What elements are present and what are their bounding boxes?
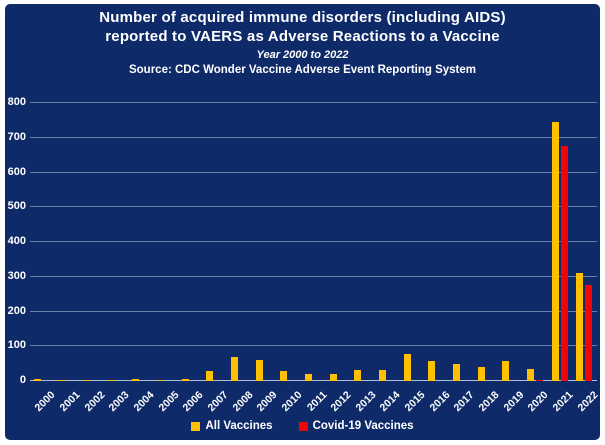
- y-tick-label-600: 600: [7, 165, 26, 178]
- bar-all-vaccines-2010: [280, 371, 288, 381]
- legend: All Vaccines Covid-19 Vaccines: [0, 420, 605, 432]
- bar-all-vaccines-2012: [329, 374, 337, 381]
- legend-item-covid-19-vaccines: Covid-19 Vaccines: [298, 420, 414, 432]
- bar-all-vaccines-2007: [206, 370, 214, 381]
- y-tick-label-300: 300: [7, 269, 26, 282]
- y-tick-label-700: 700: [7, 130, 26, 143]
- bar-all-vaccines-2011: [305, 373, 312, 381]
- gridline-100: [30, 345, 597, 347]
- bar-all-vaccines-2020: [526, 368, 534, 381]
- chart-title-line1: Number of acquired immune disorders (inc…: [99, 9, 506, 26]
- chart-title-line2: reported to VAERS as Adverse Reactions t…: [105, 28, 500, 45]
- gridline-700: [30, 136, 597, 138]
- y-tick-label-400: 400: [7, 235, 26, 247]
- chart-source: Source: CDC Wonder Vaccine Adverse Event…: [128, 64, 477, 76]
- gridline-0: [30, 380, 597, 381]
- bar-all-vaccines-2013: [354, 369, 362, 381]
- bar-all-vaccines-2021: [551, 122, 559, 381]
- gridline-800: [30, 102, 597, 103]
- bar-covid-19-vaccines-2021: [560, 146, 568, 381]
- bar-all-vaccines-2022: [576, 273, 584, 381]
- bar-all-vaccines-2018: [477, 367, 485, 381]
- gridline-400: [30, 241, 597, 242]
- gridline-500: [30, 206, 597, 208]
- legend-item-all-vaccines: All Vaccines: [191, 420, 273, 432]
- bar-all-vaccines-2000: [33, 378, 41, 381]
- legend-label: Covid-19 Vaccines: [312, 420, 414, 432]
- gridline-300: [30, 275, 597, 277]
- y-tick-label-100: 100: [7, 339, 26, 352]
- bar-all-vaccines-2015: [403, 353, 411, 381]
- bar-all-vaccines-2017: [452, 363, 460, 381]
- bar-covid-19-vaccines-2022: [585, 285, 593, 381]
- bar-all-vaccines-2006: [181, 378, 189, 381]
- bar-all-vaccines-2003: [107, 379, 115, 381]
- chart-subtitle: Year 2000 to 2022: [256, 49, 349, 61]
- chart-panel-background: [5, 4, 600, 440]
- bar-all-vaccines-2008: [231, 356, 239, 381]
- bar-all-vaccines-2014: [378, 369, 386, 381]
- bar-all-vaccines-2019: [502, 360, 510, 381]
- legend-swatch-icon: [191, 421, 201, 431]
- bar-all-vaccines-2009: [255, 360, 263, 381]
- bar-all-vaccines-2001: [58, 379, 66, 381]
- bar-all-vaccines-2005: [157, 379, 165, 381]
- y-tick-label-500: 500: [7, 200, 26, 213]
- bar-all-vaccines-2016: [428, 361, 436, 381]
- bar-covid-19-vaccines-2020: [535, 379, 543, 381]
- y-tick-label-0: 0: [19, 374, 26, 386]
- gridline-200: [30, 310, 597, 312]
- legend-swatch-icon: [298, 421, 308, 431]
- plot-area: [30, 102, 597, 381]
- gridline-600: [30, 171, 597, 173]
- chart-title-block: Number of acquired immune disorders (inc…: [10, 8, 595, 78]
- legend-label: All Vaccines: [205, 420, 273, 432]
- bar-all-vaccines-2002: [83, 379, 91, 381]
- y-tick-label-200: 200: [7, 304, 26, 317]
- y-tick-label-800: 800: [7, 96, 26, 108]
- bar-all-vaccines-2004: [132, 379, 140, 381]
